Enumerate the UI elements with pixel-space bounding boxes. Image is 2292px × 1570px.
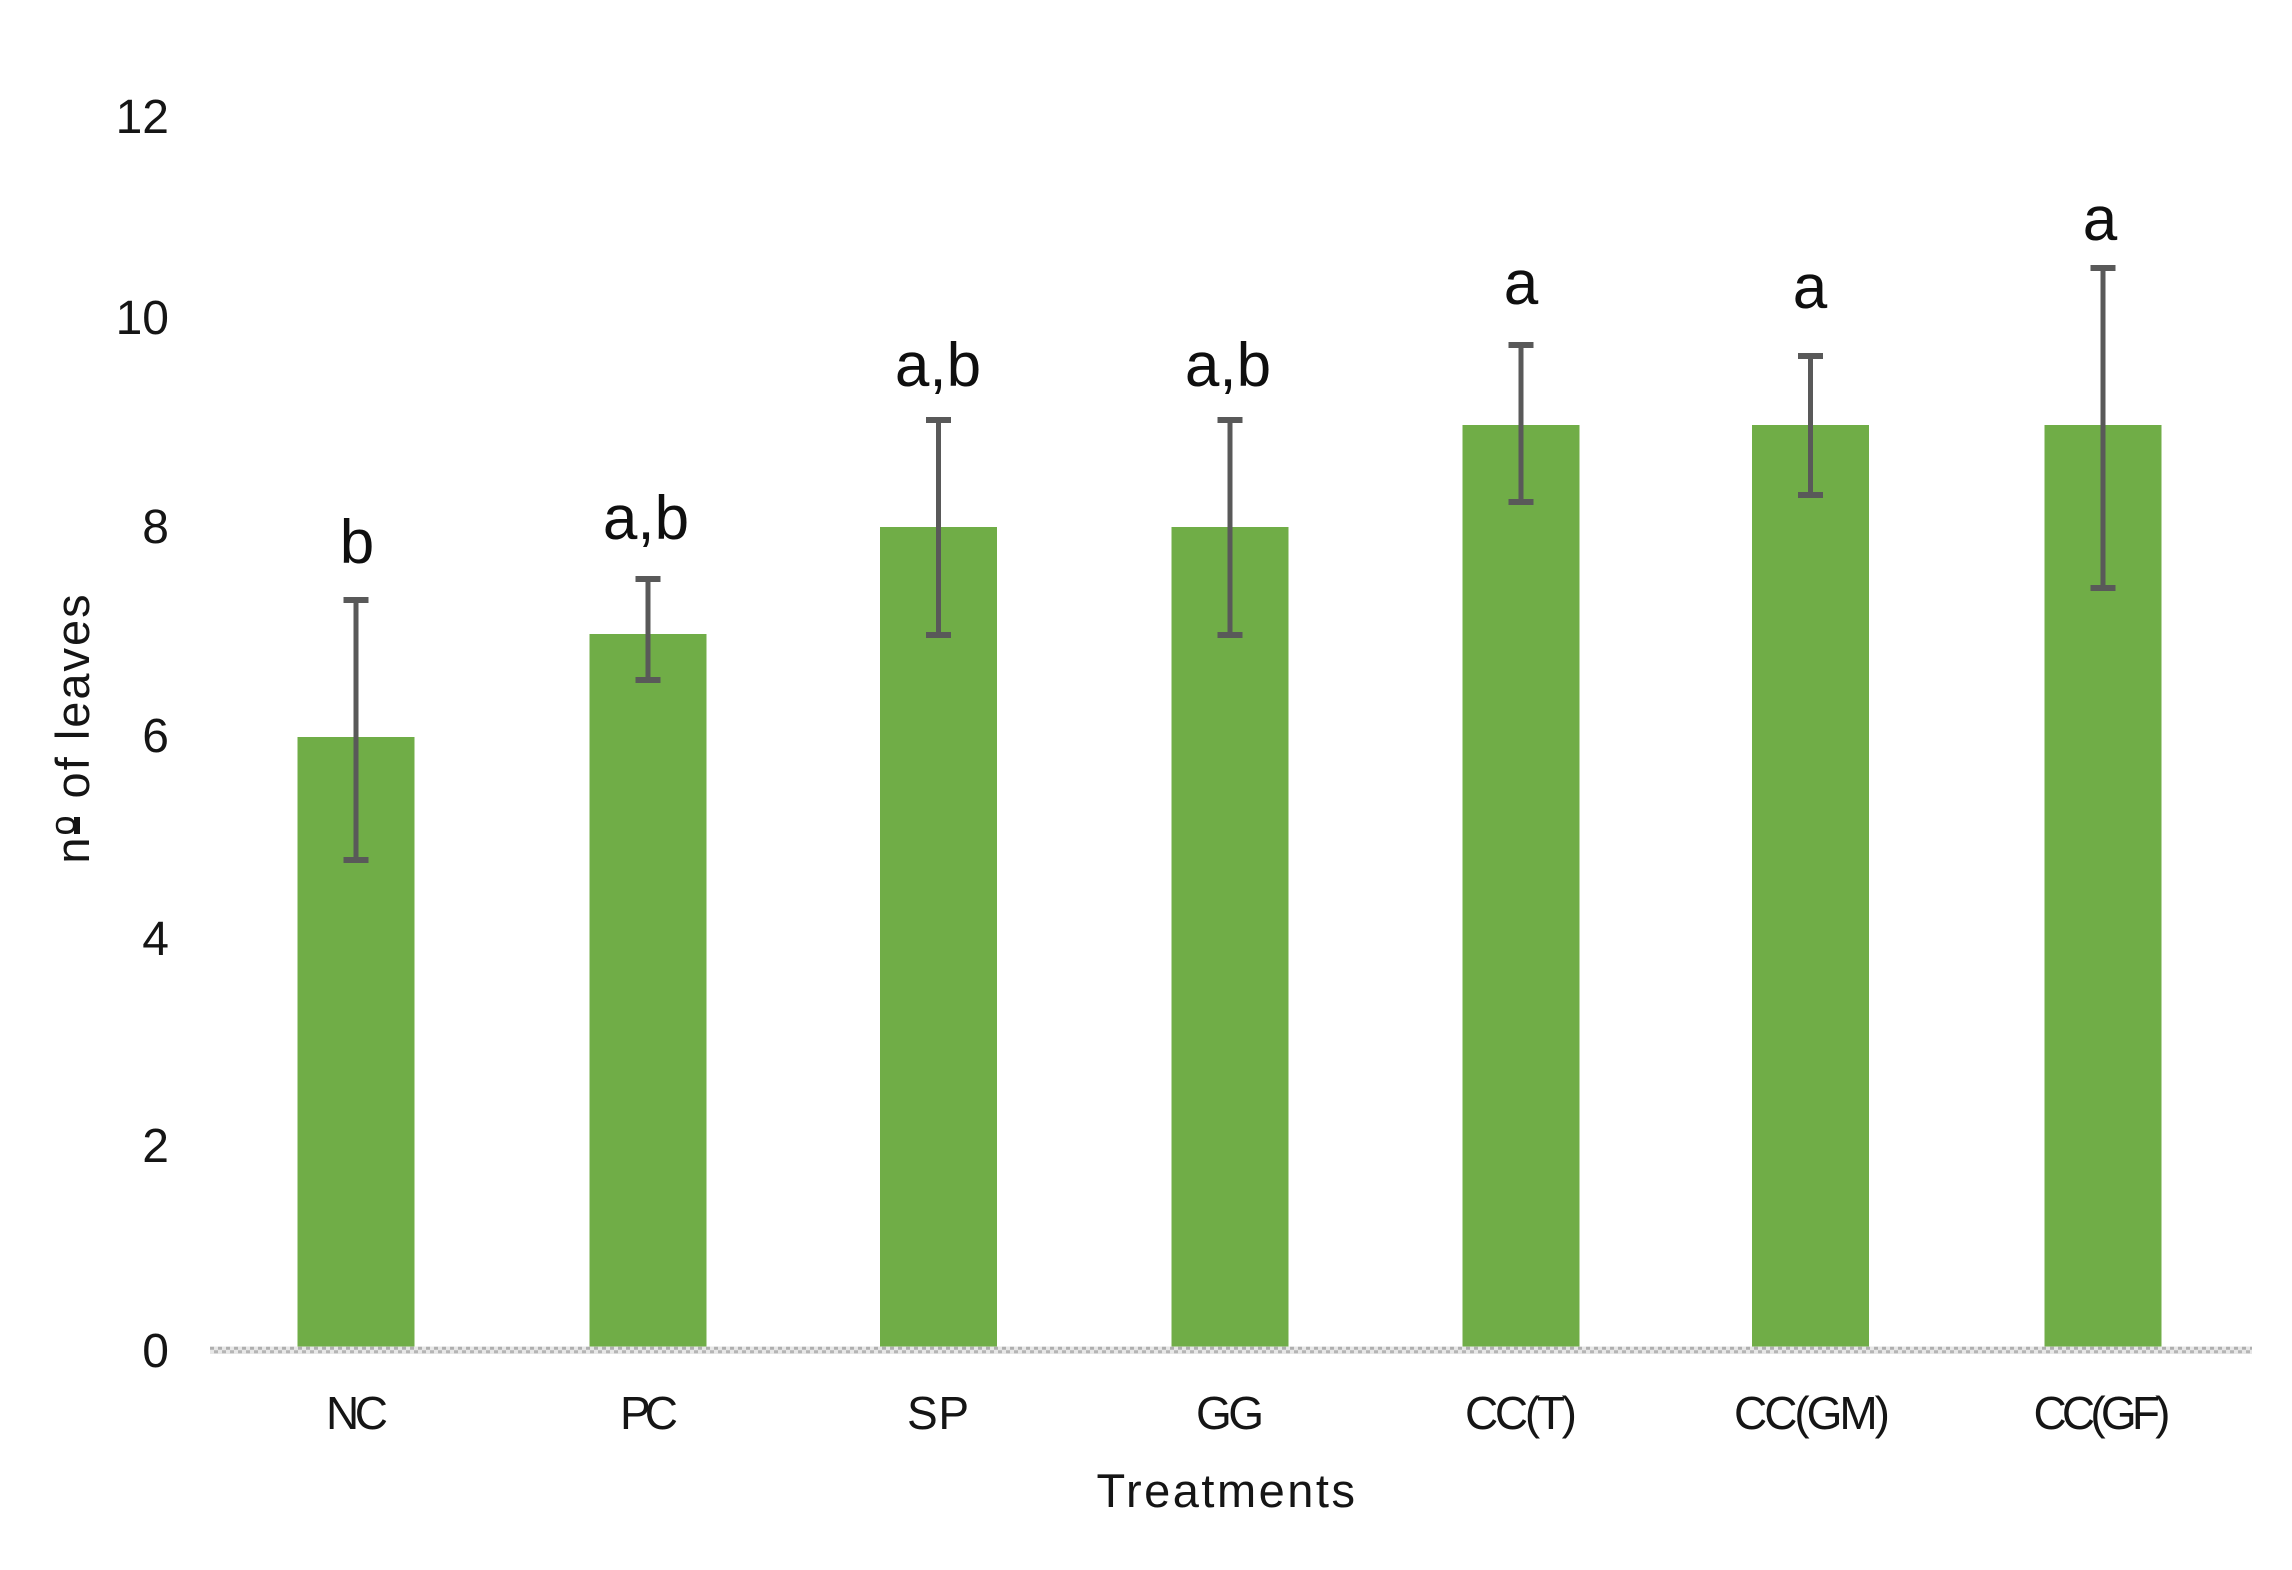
svg-text:0: 0	[142, 1325, 169, 1378]
svg-text:PC: PC	[620, 1387, 678, 1439]
svg-text:CC(GF): CC(GF)	[2034, 1387, 2171, 1439]
svg-text:a: a	[1504, 249, 1539, 318]
svg-text:GG: GG	[1196, 1387, 1264, 1439]
svg-text:a: a	[2083, 185, 2118, 254]
svg-text:a,b: a,b	[895, 331, 981, 400]
svg-text:no of leaves: no of leaves	[42, 592, 99, 863]
svg-text:a,b: a,b	[603, 484, 689, 553]
svg-text:a,b: a,b	[1185, 331, 1271, 400]
svg-text:12: 12	[116, 91, 169, 144]
svg-text:10: 10	[116, 292, 169, 345]
svg-text:b: b	[340, 508, 374, 577]
svg-text:6: 6	[142, 710, 169, 763]
svg-text:2: 2	[142, 1120, 169, 1173]
svg-text:CC(T): CC(T)	[1465, 1387, 1577, 1439]
svg-text:SP: SP	[907, 1387, 969, 1439]
svg-text:NC: NC	[326, 1387, 388, 1439]
svg-text:Treatments: Treatments	[1097, 1464, 1358, 1517]
svg-text:a: a	[1793, 253, 1828, 322]
svg-text:8: 8	[142, 501, 169, 554]
svg-text:4: 4	[142, 913, 169, 966]
svg-text:CC(GM): CC(GM)	[1734, 1387, 1890, 1439]
